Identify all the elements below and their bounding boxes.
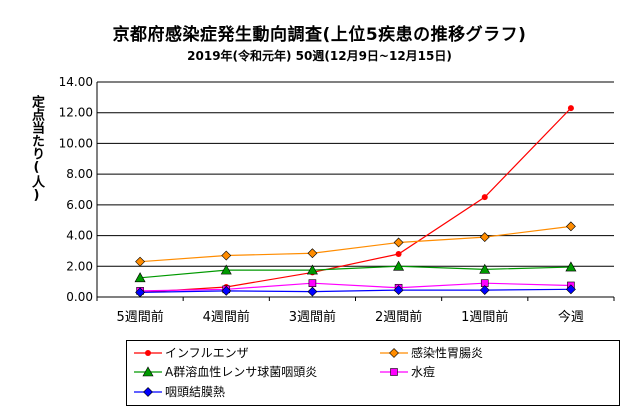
- legend-swatch: [134, 366, 162, 377]
- y-tick-label: 2.00: [66, 259, 93, 273]
- y-tick-label: 8.00: [66, 167, 93, 181]
- data-point: [479, 263, 491, 274]
- data-point: [135, 287, 146, 298]
- data-point: [479, 232, 490, 243]
- legend-label: 感染性胃腸炎: [411, 346, 484, 360]
- series-line-1: [140, 225, 571, 263]
- data-point: [565, 284, 576, 295]
- x-tick-label: 5週間前: [116, 309, 163, 325]
- legend-label: 咽頭結膜熱: [165, 385, 226, 399]
- legend-swatch: [380, 348, 408, 358]
- chart-subtitle: 2019年(令和元年) 50週(12月9日~12月15日): [187, 49, 452, 63]
- legend-swatch: [380, 368, 408, 376]
- y-tick-label: 6.00: [66, 198, 93, 212]
- line-chart: 0.00 2.00 4.00 6.00 8.00 10.00 12.00 14.00 5週間前 4…: [59, 75, 615, 325]
- data-point: [393, 285, 404, 296]
- data-point: [479, 285, 490, 296]
- legend-swatch: [134, 387, 162, 397]
- legend-label: A群溶血性レンサ球菌咽頭炎: [165, 365, 318, 379]
- x-tick-label: 今週: [558, 309, 584, 325]
- data-point: [393, 237, 404, 248]
- y-tick-label: 12.00: [59, 106, 93, 120]
- y-axis-label: 定点当たり(人): [29, 95, 44, 203]
- data-point: [221, 250, 232, 261]
- data-point: [134, 272, 146, 283]
- y-tick-label: 14.00: [59, 75, 93, 89]
- series-line-2: [140, 265, 571, 279]
- legend-label: インフルエンザ: [165, 346, 249, 360]
- series-line-0: [140, 107, 572, 293]
- y-tick-label: 0.00: [66, 290, 93, 304]
- x-tick-label: 3週間前: [289, 309, 336, 325]
- legend-marker: [145, 350, 151, 356]
- data-point: [307, 248, 318, 259]
- x-tick-label: 4週間前: [203, 309, 250, 325]
- data-point: [395, 251, 402, 257]
- series-line-4: [140, 288, 571, 293]
- data-point: [393, 260, 405, 271]
- x-tick-label: 1週間前: [461, 309, 508, 325]
- legend-label: 水痘: [411, 365, 436, 379]
- data-point: [565, 261, 577, 272]
- legend-marker: [389, 348, 399, 358]
- data-point: [567, 105, 574, 112]
- legend-swatch: [134, 350, 162, 356]
- data-point: [221, 285, 232, 296]
- x-tick-label: 2週間前: [375, 309, 422, 325]
- data-point: [565, 221, 576, 232]
- data-point: [220, 264, 232, 275]
- chart-legend: インフルエンザ 感染性胃腸炎 A群溶血性レンサ球菌咽頭炎 水痘咽頭結膜熱: [126, 340, 620, 406]
- y-tick-label: 4.00: [66, 229, 93, 243]
- data-point: [307, 286, 318, 297]
- data-point: [135, 256, 146, 267]
- legend-marker: [142, 366, 154, 377]
- y-tick-label: 10.00: [59, 136, 93, 150]
- series-line-3: [140, 282, 571, 292]
- data-point: [481, 194, 488, 201]
- legend-marker: [390, 368, 398, 376]
- legend-marker: [143, 387, 153, 397]
- data-point: [308, 279, 317, 287]
- data-point: [306, 264, 318, 275]
- chart-title: 京都府感染症発生動向調査(上位5疾患の推移グラフ): [112, 25, 527, 45]
